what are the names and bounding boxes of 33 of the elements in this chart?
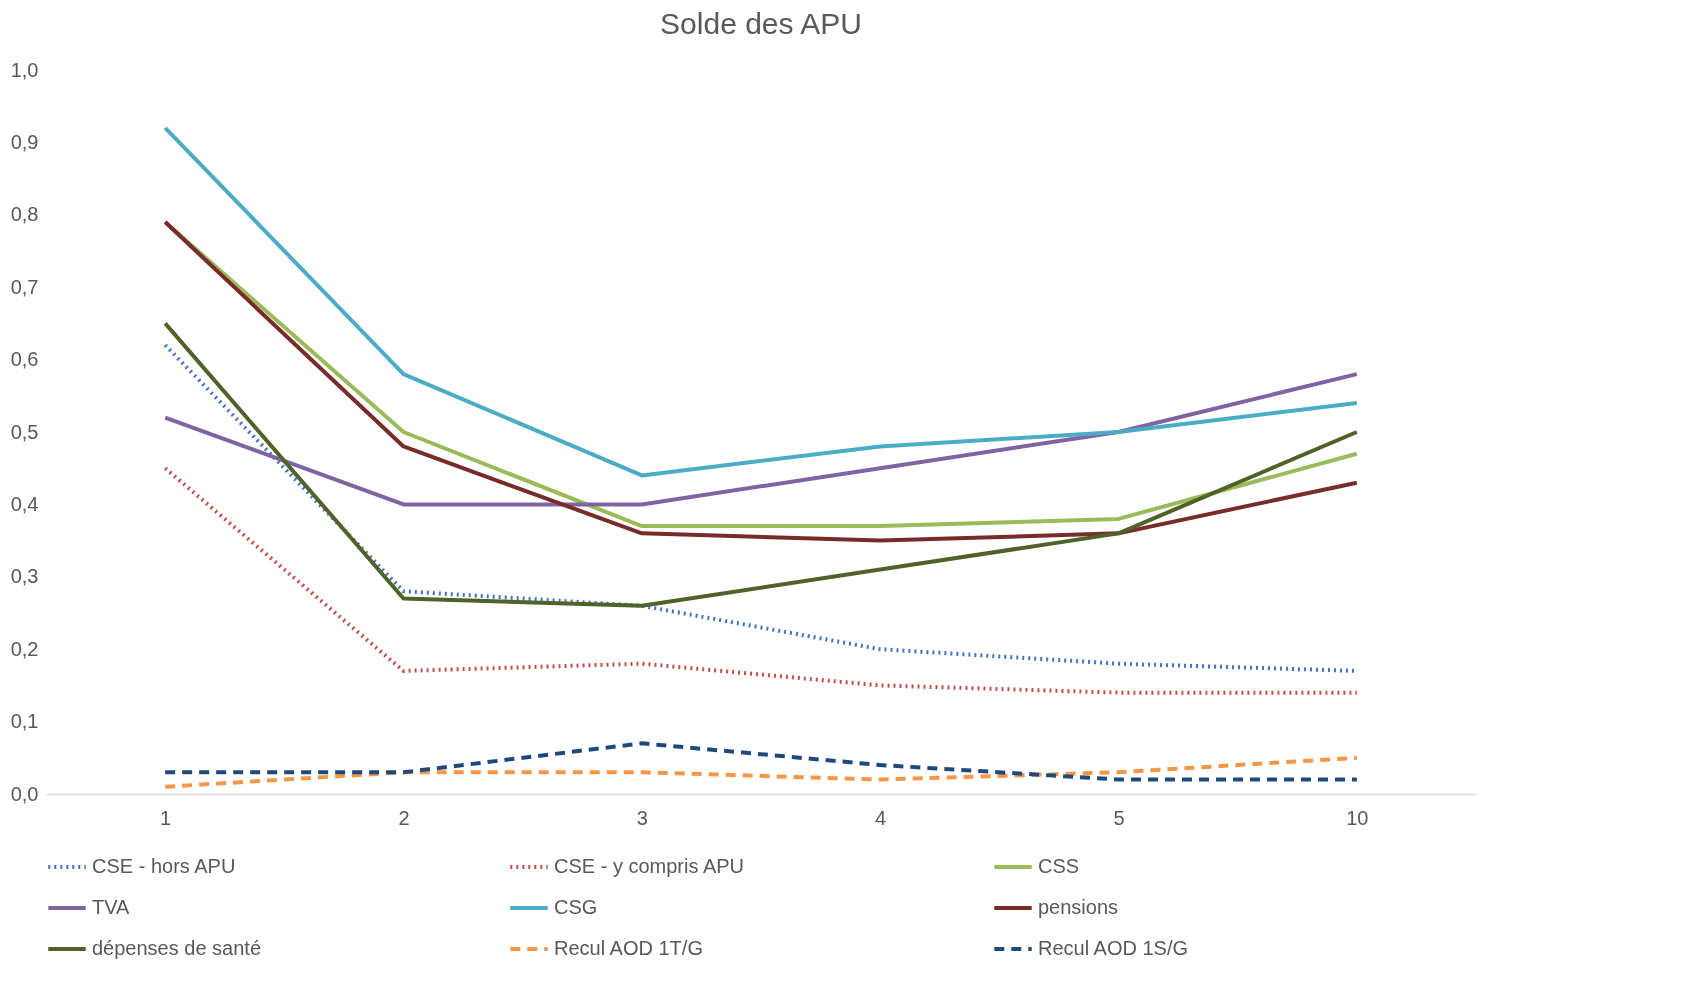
line-series	[163, 321, 1359, 608]
y-tick-label: 0,8	[10, 203, 39, 226]
legend-label: CSG	[554, 896, 598, 918]
line-series	[163, 741, 1359, 782]
y-tick-label: 0,0	[10, 782, 39, 805]
line-series	[163, 466, 1359, 695]
y-tick-label: 0,7	[10, 275, 39, 298]
y-tick-label: 0,3	[10, 565, 39, 588]
y-tick-label: 1,0	[10, 58, 39, 81]
y-tick-label: 0,6	[10, 348, 39, 371]
legend-label: dépenses de santé	[92, 937, 262, 959]
legend-label: CSE - y compris APU	[554, 855, 745, 877]
legend-label: Recul AOD 1S/G	[1038, 937, 1189, 959]
x-tick-label: 4	[875, 806, 887, 829]
legend-label: pensions	[1038, 896, 1119, 918]
legend-label: Recul AOD 1T/G	[554, 937, 703, 959]
x-tick-label: 3	[636, 806, 648, 829]
y-tick-label: 0,4	[10, 492, 39, 515]
line-series	[163, 372, 1359, 507]
y-tick-label: 0,2	[10, 637, 39, 660]
y-tick-label: 0,9	[10, 130, 39, 153]
line-series	[163, 125, 1359, 478]
x-tick-label: 5	[1113, 806, 1125, 829]
x-tick-label: 1	[160, 806, 172, 829]
x-tick-label: 10	[1346, 806, 1369, 829]
y-tick-label: 0,1	[10, 710, 39, 733]
legend-label: CSS	[1038, 855, 1080, 877]
chart-title: Solde des APU	[660, 7, 862, 40]
x-tick-label: 2	[398, 806, 410, 829]
legend-label: CSE - hors APU	[92, 855, 236, 877]
y-tick-label: 0,5	[10, 420, 39, 443]
legend-label: TVA	[92, 896, 131, 918]
line-series	[163, 755, 1359, 789]
